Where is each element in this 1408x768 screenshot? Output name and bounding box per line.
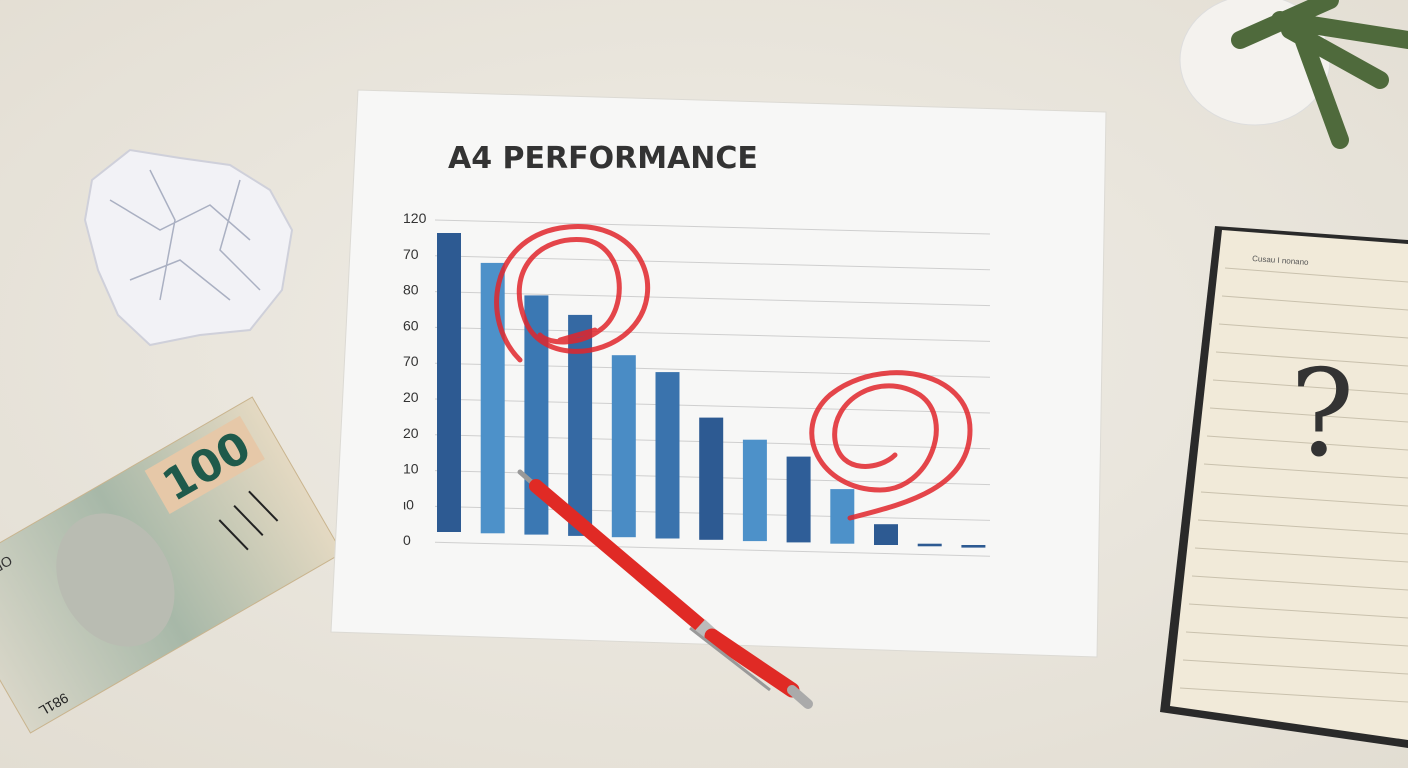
chart-bar [480, 262, 505, 534]
gridline [434, 219, 991, 235]
notebook-rule [1221, 295, 1408, 311]
notebook-rule [1182, 659, 1408, 675]
gridline [434, 541, 991, 557]
notebook-rule [1212, 379, 1408, 395]
notebook-rule [1197, 519, 1408, 535]
y-tick-label: 60 [403, 317, 419, 333]
notebook-rule [1179, 687, 1408, 703]
notebook-rule [1206, 435, 1408, 451]
notebook-rule [1209, 407, 1408, 423]
y-tick-label: 120 [403, 210, 427, 226]
chart-bar [655, 372, 680, 539]
notebook-rule [1188, 603, 1408, 619]
red-circle-annotation [809, 370, 973, 521]
notebook-rule [1200, 491, 1408, 507]
chart-bar [699, 417, 724, 540]
y-tick-label: ι0 [403, 496, 414, 512]
notebook-rule [1215, 351, 1408, 367]
y-tick-label: 70 [403, 353, 419, 369]
chart-bar [961, 545, 986, 548]
notebook: Cusau I nonano ? [1160, 226, 1408, 748]
y-tick-label: 20 [403, 389, 419, 405]
chart-bar [437, 233, 461, 532]
y-tick-label: 70 [403, 246, 419, 262]
y-axis-ticks: 120 70 80 60 70 20 20 10 ι0 0 [403, 210, 427, 548]
y-tick-label: 20 [403, 425, 419, 441]
notebook-rule [1224, 267, 1408, 283]
notebook-rule [1185, 631, 1408, 647]
chart-title: A4 PERFORMANCE [448, 141, 758, 176]
y-tick-label: 80 [403, 282, 419, 298]
banknote: 100 ORASIL 981L [0, 396, 343, 734]
question-mark: ? [1290, 345, 1354, 484]
gridline [434, 255, 991, 271]
red-circle-annotation [494, 224, 650, 363]
red-pen [517, 469, 813, 709]
potted-plant [1179, 0, 1408, 149]
chart-bar [874, 524, 898, 545]
notebook-header: Cusau I nonano [1252, 254, 1310, 267]
y-tick-label: 10 [403, 461, 419, 477]
notebook-rule [1218, 323, 1408, 339]
chart-bar [917, 543, 942, 547]
notebook-rule [1203, 463, 1408, 479]
y-tick-label: 0 [403, 532, 411, 548]
notebook-rule [1191, 575, 1408, 591]
chart-bar [742, 439, 767, 542]
chart-bar [611, 355, 636, 538]
crumpled-paper [83, 148, 294, 347]
notebook-rule [1194, 547, 1408, 563]
gridline [434, 291, 991, 307]
chart-bar [786, 456, 811, 543]
